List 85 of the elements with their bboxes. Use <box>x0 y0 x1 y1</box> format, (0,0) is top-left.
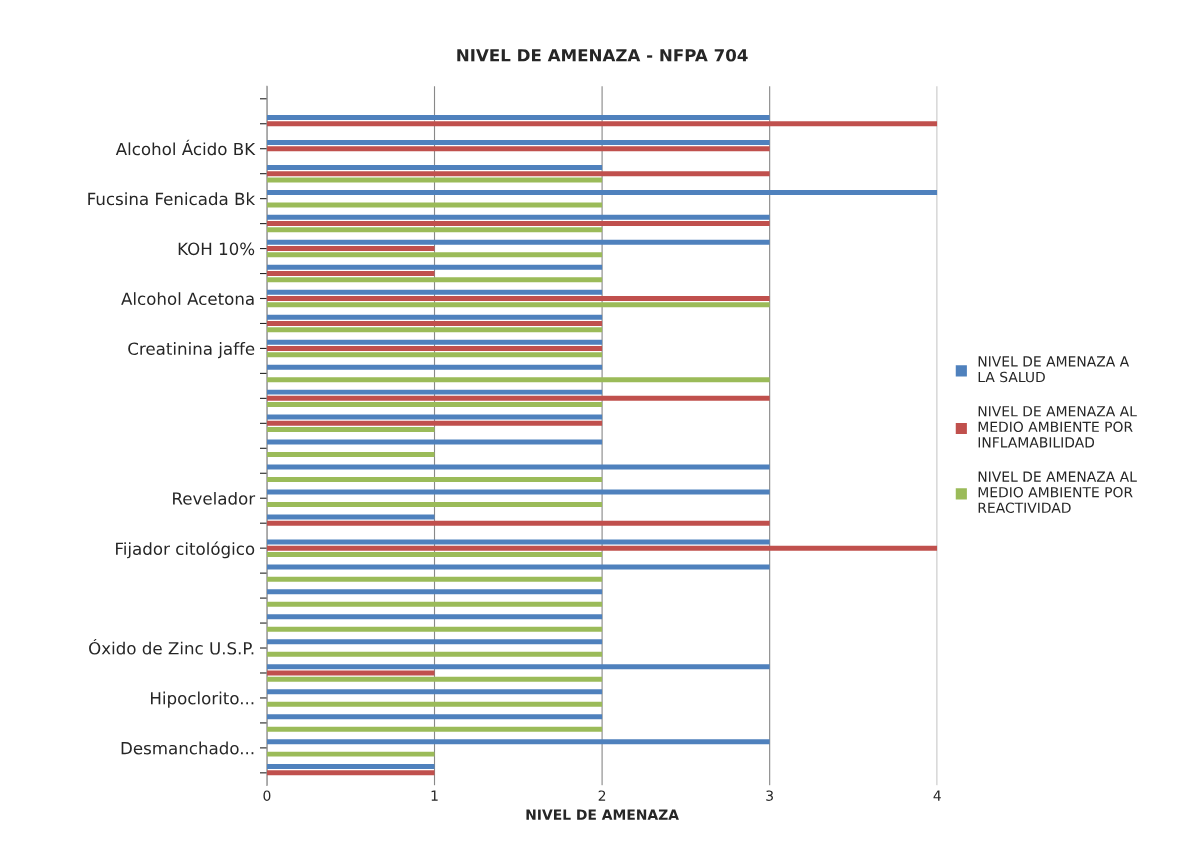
x-tick-label: 3 <box>766 790 773 801</box>
bar <box>266 402 603 408</box>
y-tick-label: Revelador <box>173 491 256 505</box>
bar <box>266 302 770 308</box>
bar <box>266 377 770 383</box>
x-tick-label: 0 <box>263 790 271 801</box>
bar <box>266 514 435 520</box>
bar <box>266 551 603 557</box>
x-tick-label: 2 <box>598 790 606 801</box>
bar <box>266 477 603 482</box>
bar <box>266 327 603 333</box>
bar <box>266 364 603 370</box>
bar <box>266 751 435 757</box>
bar <box>266 676 603 682</box>
bar <box>266 489 770 495</box>
bar <box>266 545 938 551</box>
bar <box>266 146 770 152</box>
bar <box>266 339 603 345</box>
y-tick-label: Fijador citológico <box>116 541 255 559</box>
y-tick-label: Alcohol Acetona <box>121 292 254 306</box>
bar <box>266 601 603 607</box>
bar <box>266 564 770 570</box>
bar <box>266 701 603 707</box>
bar <box>266 121 938 127</box>
bar <box>266 420 603 426</box>
bar <box>266 770 435 776</box>
bar <box>266 277 603 283</box>
bar <box>266 651 603 657</box>
bar <box>266 239 770 245</box>
legend-label: NIVEL DE AMENAZA A LA SALUD <box>978 356 1130 383</box>
bar <box>266 171 770 177</box>
bar <box>266 289 603 295</box>
bar <box>266 246 435 252</box>
bar <box>266 764 435 770</box>
bar <box>266 427 435 433</box>
x-axis-title: NIVEL DE AMENAZA <box>526 809 679 820</box>
bar <box>266 252 603 258</box>
bar <box>266 614 603 620</box>
bar <box>266 452 435 458</box>
bar <box>266 189 938 195</box>
bar <box>266 389 603 395</box>
y-tick-label: Creatinina jaffe <box>128 342 255 359</box>
bar <box>266 345 603 351</box>
bar <box>266 271 435 277</box>
y-tick-label: Desmanchado... <box>121 741 254 755</box>
legend-label: NIVEL DE AMENAZA AL MEDIO AMBIENTE POR REACTIVIDAD <box>978 471 1137 513</box>
bar <box>266 739 770 745</box>
bar <box>266 352 603 358</box>
bar <box>266 576 603 582</box>
bar <box>266 177 603 183</box>
bar <box>266 589 603 595</box>
bar <box>266 214 770 220</box>
bar <box>266 670 435 676</box>
y-tick-label: Óxido de Zinc U.S.P. <box>89 638 254 655</box>
bar <box>266 539 770 545</box>
bar <box>266 414 603 420</box>
bar <box>266 139 770 145</box>
bar <box>266 689 603 695</box>
bar <box>266 464 770 470</box>
x-tick-label: 4 <box>933 790 941 801</box>
bar <box>266 320 603 326</box>
y-tick-label: KOH 10% <box>178 242 255 256</box>
bar <box>266 714 603 720</box>
bar <box>266 314 603 320</box>
chart-title: NIVEL DE AMENAZA - NFPA 704 <box>457 48 748 62</box>
bar <box>266 264 603 270</box>
bar <box>266 395 770 401</box>
y-tick-label: Alcohol Ácido BK <box>115 139 256 156</box>
bar <box>266 202 603 208</box>
bar <box>266 664 770 670</box>
bar <box>266 501 603 507</box>
y-tick-label: Hipoclorito... <box>151 691 254 708</box>
bar <box>266 726 603 732</box>
bar <box>266 296 770 301</box>
bar <box>266 227 603 233</box>
x-tick-label: 1 <box>431 790 438 801</box>
bar <box>266 639 603 645</box>
bar <box>266 221 770 227</box>
bar <box>266 626 603 632</box>
bar <box>266 439 603 445</box>
y-tick-label: Fucsina Fenicada Bk <box>88 192 256 206</box>
bar <box>266 164 603 170</box>
bar <box>266 520 770 526</box>
bar <box>266 115 770 120</box>
legend-label: NIVEL DE AMENAZA AL MEDIO AMBIENTE POR INFLAMABILIDAD <box>978 406 1137 448</box>
